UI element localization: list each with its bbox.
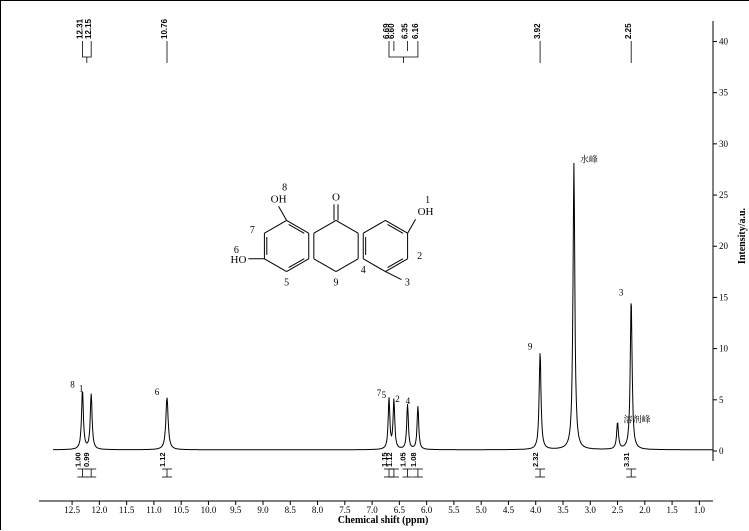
svg-text:10.0: 10.0 [201, 505, 217, 515]
svg-text:OH: OH [271, 193, 287, 205]
svg-text:0.99: 0.99 [82, 452, 91, 467]
svg-text:Intensity/a.u.: Intensity/a.u. [737, 207, 748, 264]
svg-text:9.5: 9.5 [230, 505, 242, 515]
svg-text:2.32: 2.32 [531, 452, 540, 467]
svg-text:4.5: 4.5 [503, 505, 515, 515]
svg-text:20: 20 [719, 241, 729, 251]
svg-text:5: 5 [382, 390, 387, 400]
svg-text:2.0: 2.0 [639, 505, 651, 515]
svg-text:OH: OH [418, 206, 434, 218]
svg-text:35: 35 [719, 88, 729, 98]
svg-text:9.0: 9.0 [257, 505, 269, 515]
svg-text:5.5: 5.5 [448, 505, 460, 515]
svg-text:8.0: 8.0 [312, 505, 324, 515]
svg-text:3.0: 3.0 [585, 505, 597, 515]
svg-text:8: 8 [70, 380, 75, 390]
svg-text:1.08: 1.08 [409, 452, 418, 467]
svg-text:1.12: 1.12 [158, 452, 167, 467]
svg-text:9: 9 [528, 342, 533, 352]
nmr-figure: 0510152025303540Intensity/a.u.12.512.011… [0, 0, 749, 530]
svg-text:12.5: 12.5 [64, 505, 80, 515]
svg-text:4.0: 4.0 [530, 505, 542, 515]
svg-text:O: O [332, 191, 340, 203]
svg-text:1.0: 1.0 [694, 505, 706, 515]
svg-text:6.5: 6.5 [394, 505, 406, 515]
svg-text:3: 3 [405, 278, 410, 289]
svg-text:4: 4 [406, 396, 411, 406]
svg-text:水峰: 水峰 [580, 152, 598, 165]
svg-text:6.16: 6.16 [411, 23, 420, 39]
svg-text:2: 2 [417, 251, 422, 262]
svg-text:2.5: 2.5 [612, 505, 624, 515]
svg-text:40: 40 [719, 36, 729, 46]
svg-text:5.0: 5.0 [476, 505, 488, 515]
svg-text:10: 10 [719, 344, 729, 354]
svg-text:2: 2 [395, 394, 400, 404]
svg-text:溶剂峰: 溶剂峰 [624, 412, 651, 425]
svg-text:5: 5 [284, 278, 289, 289]
svg-text:3.92: 3.92 [533, 23, 542, 39]
svg-text:Chemical shift (ppm): Chemical shift (ppm) [338, 515, 429, 526]
svg-text:6: 6 [234, 245, 239, 256]
svg-text:1.12: 1.12 [385, 452, 394, 467]
svg-text:1: 1 [79, 384, 84, 394]
svg-text:9: 9 [334, 278, 339, 289]
svg-text:11.0: 11.0 [146, 505, 162, 515]
svg-text:6: 6 [155, 387, 160, 397]
svg-text:12.15: 12.15 [84, 18, 93, 39]
svg-text:3.5: 3.5 [557, 505, 569, 515]
svg-text:4: 4 [361, 265, 366, 276]
svg-text:1: 1 [425, 195, 430, 206]
svg-text:3: 3 [619, 287, 624, 297]
svg-text:6.35: 6.35 [401, 23, 410, 39]
svg-text:0: 0 [719, 446, 724, 456]
svg-text:8: 8 [282, 182, 287, 193]
svg-text:12.31: 12.31 [75, 18, 84, 39]
svg-text:10.76: 10.76 [160, 18, 169, 39]
svg-text:1.05: 1.05 [399, 452, 408, 467]
svg-text:7.5: 7.5 [339, 505, 351, 515]
svg-text:12.0: 12.0 [91, 505, 107, 515]
svg-text:10.5: 10.5 [173, 505, 189, 515]
svg-text:6.0: 6.0 [421, 505, 433, 515]
svg-text:1.00: 1.00 [73, 452, 82, 467]
svg-text:5: 5 [719, 395, 724, 405]
svg-text:6.60: 6.60 [387, 23, 396, 39]
svg-text:7.0: 7.0 [366, 505, 378, 515]
svg-text:30: 30 [719, 139, 729, 149]
svg-text:2.25: 2.25 [624, 23, 633, 39]
svg-text:8.5: 8.5 [285, 505, 297, 515]
svg-text:11.5: 11.5 [119, 505, 135, 515]
nmr-svg: 0510152025303540Intensity/a.u.12.512.011… [1, 1, 749, 531]
svg-text:3.31: 3.31 [622, 452, 631, 467]
svg-text:1.5: 1.5 [666, 505, 678, 515]
svg-text:25: 25 [719, 190, 729, 200]
svg-text:7: 7 [250, 225, 255, 236]
svg-text:15: 15 [719, 292, 729, 302]
